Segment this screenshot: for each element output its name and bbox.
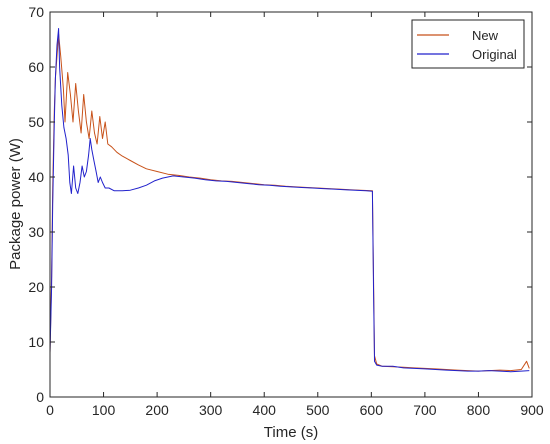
y-tick-label-60: 60	[28, 59, 44, 75]
y-axis-title: Package power (W)	[7, 138, 24, 270]
x-tick-label-600: 600	[360, 402, 384, 418]
legend-label-new: New	[472, 28, 499, 43]
x-tick-label-700: 700	[413, 402, 437, 418]
x-tick-label-800: 800	[467, 402, 491, 418]
plot-area	[49, 28, 530, 373]
legend-label-original: Original	[472, 47, 517, 62]
y-tick-label-70: 70	[28, 4, 44, 20]
legend-box	[411, 19, 525, 69]
y-tick-label-30: 30	[28, 224, 44, 240]
x-tick-label-900: 900	[520, 402, 544, 418]
x-tick-label-400: 400	[253, 402, 277, 418]
series-line-original	[49, 28, 530, 373]
axis-ticks: 0 100 200 300 400 500 600 700 800 900 0 10 20 30 40 50 6…	[28, 4, 543, 418]
x-tick-label-300: 300	[199, 402, 223, 418]
y-tick-label-50: 50	[28, 114, 44, 130]
y-tick-label-10: 10	[28, 334, 44, 350]
axes-box	[49, 11, 533, 398]
y-tick-label-0: 0	[36, 389, 44, 405]
x-tick-label-500: 500	[306, 402, 330, 418]
x-tick-label-100: 100	[92, 402, 116, 418]
x-tick-label-200: 200	[145, 402, 169, 418]
y-tick-label-20: 20	[28, 279, 44, 295]
y-tick-label-40: 40	[28, 169, 44, 185]
x-axis-title: Time (s)	[264, 424, 318, 441]
legend: New Original	[411, 19, 525, 69]
x-tick-label-0: 0	[46, 402, 54, 418]
